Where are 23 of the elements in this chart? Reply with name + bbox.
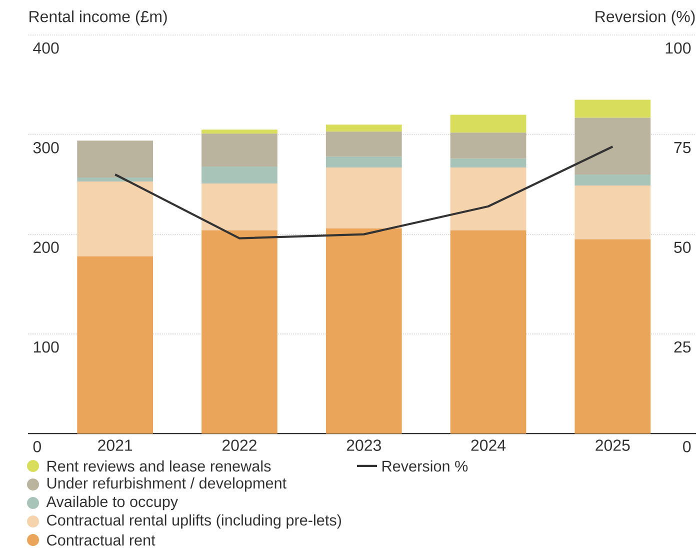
legend-label: Rent reviews and lease renewals	[48, 460, 271, 472]
y2-tick-label: 0	[683, 440, 691, 452]
legend-label: Available to occupy	[46, 496, 178, 510]
legend-label: Under refurbishment / development	[47, 477, 286, 492]
y2-tick-label: 25	[674, 341, 691, 353]
x-tick-label: 2023	[346, 440, 381, 451]
x-tick-label: 2024	[471, 440, 506, 451]
x-tick-label: 2025	[596, 440, 630, 451]
x-tick-label: 2021	[98, 440, 132, 451]
legend-label: Contractual rental uplifts (including pre-lets)	[47, 514, 341, 529]
legend-label: Reversion %	[382, 460, 468, 472]
y-tick-label: 100	[34, 341, 59, 353]
legend-label: Contractual rent	[47, 534, 156, 546]
y2-tick-label: 100	[666, 42, 691, 54]
y2-axis-title: Reversion (%)	[596, 10, 695, 26]
y-axis-title: Rental income (£m)	[30, 10, 167, 26]
y-tick-label: 400	[33, 42, 59, 54]
x-tick-label: 2022	[222, 440, 256, 451]
y-tick-label: 300	[33, 142, 59, 154]
y2-tick-label: 50	[674, 242, 691, 253]
y2-tick-label: 75	[674, 142, 691, 154]
y-tick-label: 0	[33, 440, 41, 452]
y-tick-label: 200	[34, 242, 59, 253]
